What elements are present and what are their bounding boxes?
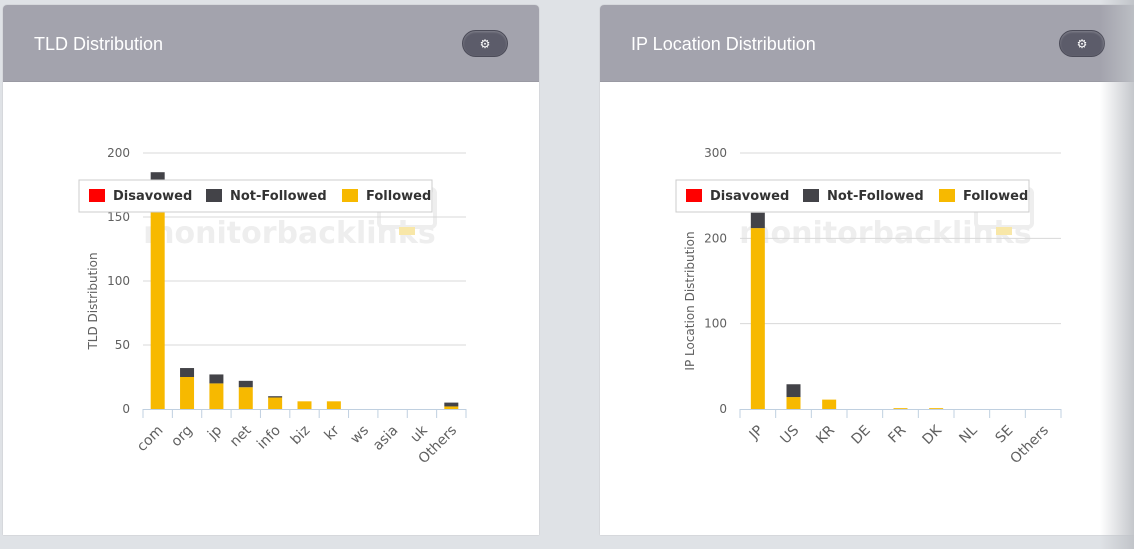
legend-label: Not-Followed	[827, 189, 924, 204]
x-tick-label: com	[134, 423, 166, 455]
y-tick-label: 100	[107, 274, 130, 288]
tld-distribution-chart: monitorbacklinks 0 50 100 150 200 TLD Distribu…	[78, 146, 467, 467]
chart-legend: Disavowed Not-Followed Followed	[675, 179, 1030, 213]
x-tick-label: org	[168, 423, 196, 451]
bar-not-followed	[268, 396, 283, 398]
legend-label: Not-Followed	[230, 189, 327, 204]
x-tick-label: NL	[956, 422, 980, 446]
watermark-logo: monitorbacklinks	[739, 187, 1034, 251]
legend-swatch	[939, 189, 955, 202]
bar-not-followed	[444, 402, 459, 407]
bar-followed	[822, 399, 837, 409]
y-tick-label: 200	[704, 231, 727, 245]
x-tick-label: JP	[746, 423, 767, 444]
legend-swatch	[686, 189, 702, 202]
x-tick-label: kr	[322, 422, 343, 443]
bar-followed	[893, 408, 908, 409]
y-tick-label: 200	[107, 146, 130, 160]
legend-label: Followed	[963, 189, 1028, 204]
settings-button[interactable]: ⚙	[462, 30, 508, 57]
watermark-text: monitorbacklinks	[143, 216, 435, 251]
y-axis-label: TLD Distribution	[86, 252, 100, 350]
x-tick-label: jp	[204, 422, 225, 443]
y-tick-label: 300	[704, 146, 727, 160]
bar-followed	[238, 387, 253, 409]
x-tick-label: info	[254, 423, 284, 453]
bar-not-followed	[238, 380, 253, 388]
gear-icon: ⚙	[1076, 36, 1088, 51]
y-axis-label: IP Location Distribution	[683, 231, 697, 370]
monitor-stand-icon	[399, 227, 415, 235]
settings-button[interactable]: ⚙	[1059, 30, 1105, 57]
bar-not-followed	[750, 212, 765, 229]
legend-box	[78, 179, 433, 213]
bar-not-followed	[209, 374, 224, 384]
gear-icon: ⚙	[479, 36, 491, 51]
tld-distribution-panel: TLD Distribution ⚙ monitorbacklinks 0 50 10…	[3, 5, 539, 535]
y-tick-label: 0	[122, 402, 130, 416]
bar-followed	[268, 397, 283, 409]
panel-header: IP Location Distribution ⚙	[600, 5, 1134, 82]
x-tick-label: Others	[1007, 423, 1052, 468]
y-tick-label: 0	[719, 402, 727, 416]
chart-legend: Disavowed Not-Followed Followed	[78, 179, 433, 213]
x-tick-label: KR	[813, 422, 838, 447]
legend-label: Disavowed	[113, 189, 192, 204]
bar-not-followed	[786, 384, 801, 398]
x-tick-label: DK	[920, 422, 946, 448]
bar-followed	[150, 179, 165, 409]
monitor-stand-icon	[996, 227, 1012, 235]
bar-followed	[786, 397, 801, 409]
bar-not-followed	[150, 172, 165, 180]
x-tick-label: asia	[370, 423, 401, 454]
bar-followed	[180, 377, 195, 409]
legend-swatch	[89, 189, 105, 202]
bar-followed	[444, 406, 459, 409]
bar-followed	[750, 228, 765, 409]
watermark-logo: monitorbacklinks	[143, 187, 437, 251]
ip-location-distribution-chart: monitorbacklinks 0 100 200 300 IP Location Di…	[675, 146, 1062, 468]
watermark-text: monitorbacklinks	[739, 216, 1031, 251]
x-tick-label: SE	[992, 423, 1016, 447]
legend-swatch	[803, 189, 819, 202]
bar-followed	[297, 401, 312, 409]
panel-title: IP Location Distribution	[631, 34, 816, 54]
y-tick-label: 150	[107, 210, 130, 224]
legend-swatch	[342, 189, 358, 202]
legend-box	[675, 179, 1030, 213]
bar-followed	[929, 408, 944, 409]
x-tick-label: ws	[347, 423, 372, 448]
bar-followed	[326, 401, 341, 409]
bar-not-followed	[180, 368, 195, 377]
x-tick-label: net	[227, 422, 255, 450]
x-tick-label: biz	[288, 423, 314, 449]
bar-followed	[209, 383, 224, 409]
x-tick-label: US	[777, 422, 802, 447]
x-tick-label: DE	[848, 423, 873, 448]
y-tick-label: 50	[115, 338, 130, 352]
y-tick-label: 100	[704, 317, 727, 331]
legend-swatch	[206, 189, 222, 202]
x-tick-label: FR	[885, 422, 909, 446]
ip-location-distribution-panel: IP Location Distribution ⚙ monitorbackli…	[600, 5, 1134, 535]
legend-label: Disavowed	[710, 189, 789, 204]
panel-header: TLD Distribution ⚙	[3, 5, 539, 82]
panel-title: TLD Distribution	[34, 34, 164, 54]
legend-label: Followed	[366, 189, 431, 204]
